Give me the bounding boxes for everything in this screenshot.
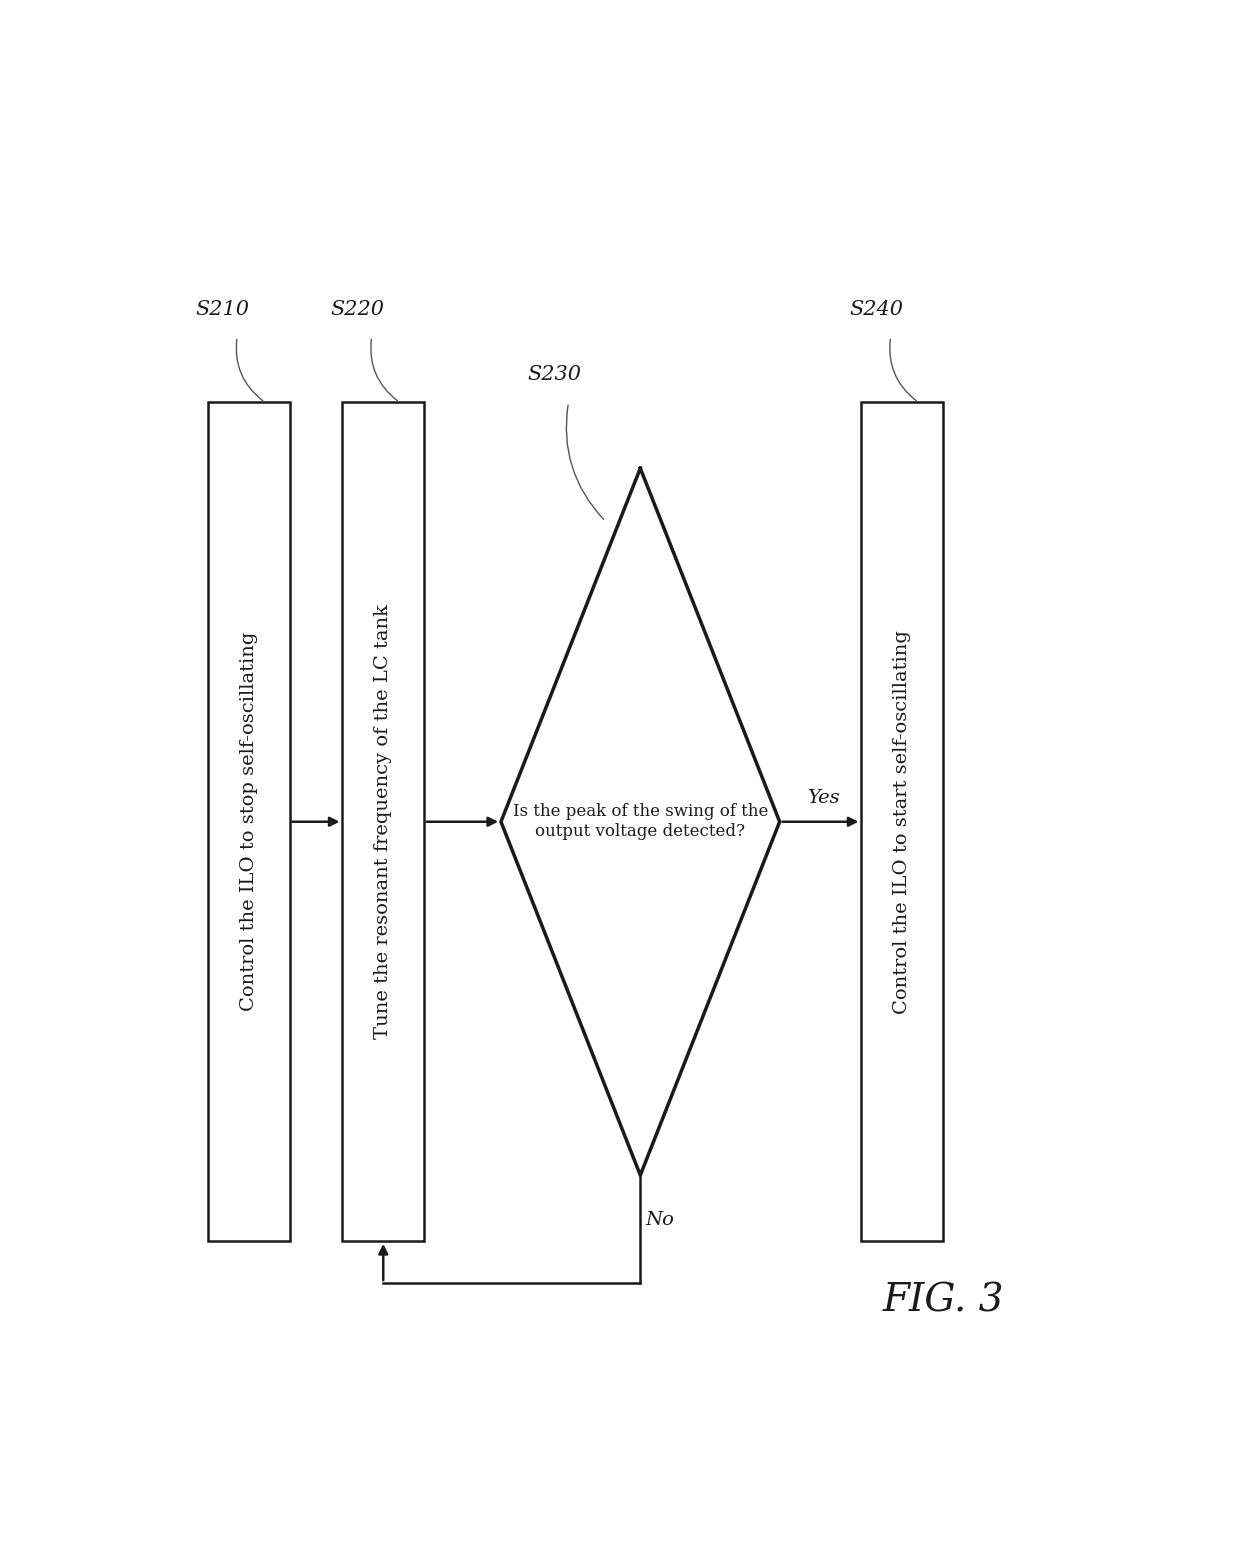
Text: FIG. 3: FIG. 3 xyxy=(883,1282,1003,1319)
Text: S230: S230 xyxy=(527,366,582,384)
Bar xyxy=(208,403,290,1242)
Bar xyxy=(862,403,942,1242)
Text: Is the peak of the swing of the
output voltage detected?: Is the peak of the swing of the output v… xyxy=(512,803,768,840)
Text: Tune the resonant frequency of the LC tank: Tune the resonant frequency of the LC ta… xyxy=(374,604,392,1039)
Text: No: No xyxy=(645,1211,675,1229)
Text: S220: S220 xyxy=(330,299,384,319)
Text: S240: S240 xyxy=(849,299,903,319)
Text: Yes: Yes xyxy=(806,789,839,806)
Text: Control the ILO to stop self-oscillating: Control the ILO to stop self-oscillating xyxy=(239,632,258,1011)
Text: S210: S210 xyxy=(196,299,249,319)
Text: Control the ILO to start self-oscillating: Control the ILO to start self-oscillatin… xyxy=(893,630,911,1013)
Bar xyxy=(342,403,424,1242)
